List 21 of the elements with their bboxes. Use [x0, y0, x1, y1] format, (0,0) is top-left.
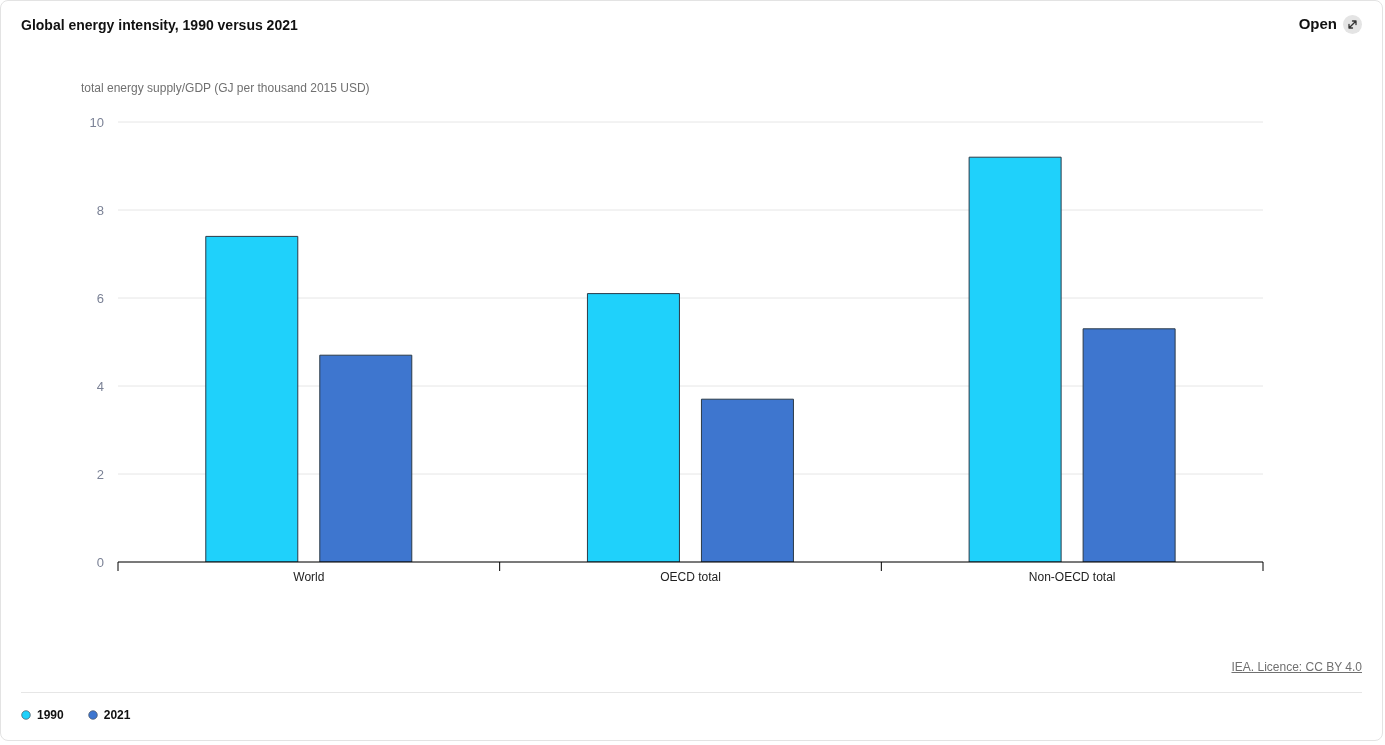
chart-title: Global energy intensity, 1990 versus 2021	[21, 17, 298, 33]
text: Open	[1298, 15, 1337, 32]
y-axis-title: total energy supply/GDP (GJ per thousand 2015 USD)	[81, 81, 370, 95]
bar	[319, 354, 413, 562]
legend-label: 1990	[37, 708, 64, 722]
y-tick-label: 6	[96, 290, 104, 306]
bar	[700, 398, 794, 562]
y-tick-label: 2	[96, 466, 104, 482]
x-tick-label: World	[293, 570, 325, 585]
text: IEA. Licence: CC BY 4.0	[1231, 660, 1362, 674]
y-tick-label: 8	[96, 202, 104, 218]
x-tick-label: OECD total	[660, 570, 721, 585]
bar	[205, 235, 299, 562]
y-tick-label: 4	[96, 378, 104, 394]
bar	[968, 156, 1062, 562]
legend-label: 2021	[103, 708, 131, 722]
bar	[1082, 328, 1176, 562]
y-tick-label: 0	[96, 554, 104, 570]
y-tick-label: 10	[89, 114, 104, 130]
x-tick-label: Non-OECD total	[1028, 570, 1116, 585]
bar	[586, 293, 680, 562]
